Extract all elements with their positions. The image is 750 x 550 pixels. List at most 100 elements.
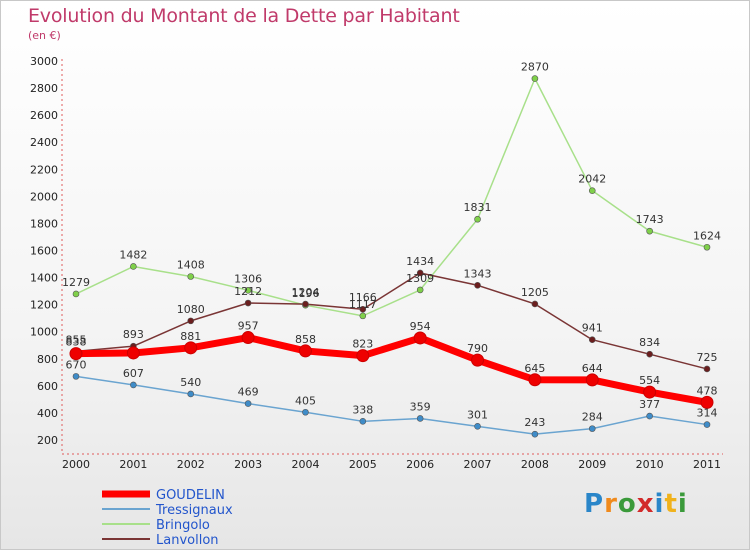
data-point <box>646 227 653 235</box>
x-tick-label: 2005 <box>349 458 377 471</box>
data-label: 954 <box>410 320 431 333</box>
data-label: 1080 <box>177 303 205 316</box>
data-point <box>703 365 711 373</box>
y-tick-label: 2000 <box>30 190 58 203</box>
data-label: 1309 <box>406 272 434 285</box>
x-tick-label: 2011 <box>693 458 721 471</box>
y-tick-label: 800 <box>37 353 58 366</box>
y-tick-label: 2800 <box>30 82 58 95</box>
x-tick-label: 2002 <box>177 458 205 471</box>
x-tick-label: 2000 <box>62 458 90 471</box>
x-tick-label: 2001 <box>119 458 147 471</box>
y-tick-label: 400 <box>37 407 58 420</box>
data-point <box>531 300 539 308</box>
logo-letter: t <box>664 489 678 519</box>
data-label: 1212 <box>234 285 262 298</box>
data-point <box>359 305 367 313</box>
data-label: 858 <box>295 333 316 346</box>
logo-letter: r <box>604 489 618 519</box>
data-point <box>643 385 657 399</box>
legend-label-lanvollon: Lanvollon <box>156 533 219 548</box>
data-point <box>72 373 80 380</box>
legend-label-tressignaux: Tressignaux <box>155 503 233 518</box>
data-label: 1204 <box>291 286 319 299</box>
data-label: 607 <box>123 367 144 380</box>
data-point <box>416 286 424 294</box>
data-point <box>244 299 252 307</box>
data-label: 1205 <box>521 286 549 299</box>
data-label: 338 <box>352 403 373 416</box>
legend-label-bringolo: Bringolo <box>156 518 210 533</box>
data-label: 1743 <box>636 213 664 226</box>
data-point <box>531 430 539 438</box>
x-tick-label: 2010 <box>636 458 664 471</box>
data-point <box>413 331 427 345</box>
data-label: 834 <box>639 336 660 349</box>
data-point <box>130 381 137 389</box>
data-point <box>69 347 83 361</box>
data-point <box>130 263 137 270</box>
data-point <box>474 423 481 430</box>
logo-letter: i <box>677 489 688 519</box>
y-tick-label: 2200 <box>30 163 58 176</box>
data-label: 478 <box>697 384 718 397</box>
x-tick-label: 2008 <box>521 458 549 471</box>
data-label: 1408 <box>177 258 205 271</box>
data-label: 469 <box>238 386 259 399</box>
data-label: 941 <box>582 322 603 335</box>
data-point <box>585 373 599 387</box>
data-label: 644 <box>582 362 603 375</box>
data-point <box>528 373 542 387</box>
y-tick-label: 1200 <box>30 299 58 312</box>
data-label: 1624 <box>693 229 721 242</box>
series-line-lanvollon <box>75 272 708 370</box>
data-label: 881 <box>180 330 201 343</box>
data-point <box>187 390 195 398</box>
data-label: 838 <box>66 336 87 349</box>
y-tick-label: 1400 <box>30 272 58 285</box>
data-label: 359 <box>410 400 431 413</box>
data-point <box>588 425 596 432</box>
data-point <box>302 300 309 308</box>
data-label: 790 <box>467 342 488 355</box>
logo-letter: x <box>636 489 655 519</box>
data-point <box>471 353 485 367</box>
legend-label-goudelin: GOUDELIN <box>156 488 225 503</box>
chart-title: Evolution du Montant de la Dette par Hab… <box>28 5 460 27</box>
data-label: 1117 <box>349 298 377 311</box>
data-label: 725 <box>697 351 718 364</box>
series-line-bringolo <box>75 77 708 317</box>
data-label: 1434 <box>406 255 434 268</box>
data-point <box>244 286 252 294</box>
logo-letter: P <box>584 489 605 519</box>
data-point <box>700 395 714 409</box>
data-label: 314 <box>697 407 718 420</box>
data-point <box>416 269 424 277</box>
data-label: 1166 <box>349 291 377 304</box>
proxiti-logo: Proxiti <box>584 489 688 519</box>
data-label: 855 <box>66 333 87 346</box>
data-label: 1831 <box>464 201 492 214</box>
data-point <box>72 290 80 298</box>
data-label: 301 <box>467 408 488 421</box>
series-line-goudelin <box>72 334 711 406</box>
chart-subtitle: (en €) <box>28 29 61 42</box>
x-tick-label: 2004 <box>291 458 319 471</box>
logo-letter: i <box>654 489 665 519</box>
data-point <box>588 187 596 194</box>
data-point <box>646 412 653 420</box>
y-tick-label: 2600 <box>30 109 58 122</box>
data-point <box>474 215 481 223</box>
data-label: 957 <box>238 320 259 333</box>
data-label: 1196 <box>291 287 319 300</box>
data-point <box>244 400 252 407</box>
data-label: 377 <box>639 398 660 411</box>
x-tick-label: 2009 <box>578 458 606 471</box>
y-tick-label: 600 <box>37 380 58 393</box>
data-label: 243 <box>524 416 545 429</box>
data-label: 2870 <box>521 61 549 74</box>
data-point <box>703 243 711 251</box>
data-point <box>241 331 255 345</box>
data-point <box>531 75 539 82</box>
